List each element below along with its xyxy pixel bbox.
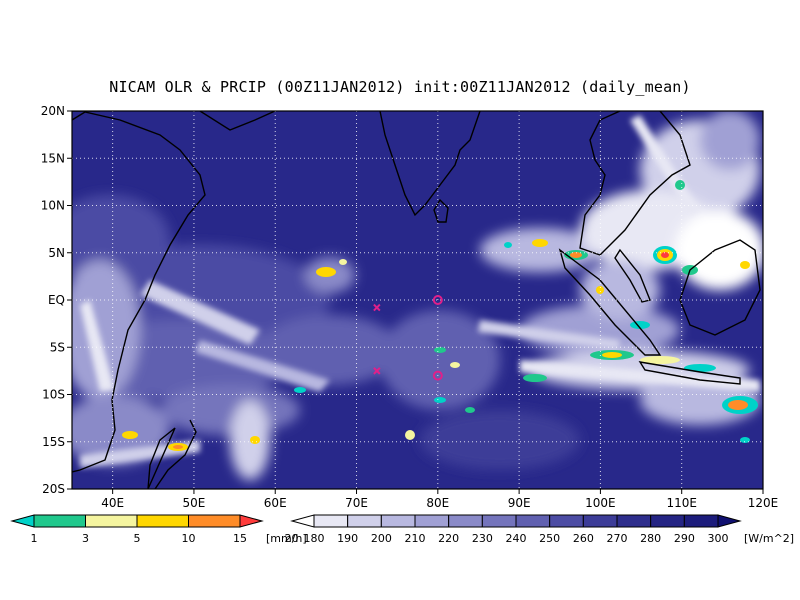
olr-colorbar-label: 280 [640, 532, 661, 545]
grid-lines [72, 111, 763, 489]
coastline-arabia [72, 111, 276, 131]
precip-colorbar-swatch [188, 514, 241, 528]
olr-colorbar-unit: [W/m^2] [744, 532, 794, 545]
coastlines [72, 111, 761, 489]
olr-colorbar-swatch [616, 514, 652, 528]
olr-colorbar-swatch [481, 514, 517, 528]
lat-tick-label: 20S [42, 482, 65, 496]
olr-colorbar-label: 250 [539, 532, 560, 545]
precip-colorbar-swatch [85, 514, 138, 528]
olr-cloud-bands [80, 115, 760, 468]
lon-tick-label: 50E [183, 496, 206, 510]
lon-tick-label: 100E [585, 496, 616, 510]
olr-colorbar-swatch [347, 514, 382, 528]
olr-colorbar-label: 180 [304, 532, 325, 545]
olr-colorbar-label: 260 [573, 532, 594, 545]
longitude-axis: 40E 50E 60E 70E 80E 90E 100E 110E 120E [101, 489, 778, 510]
coastline-srilanka [433, 198, 449, 223]
olr-cloud-field [72, 111, 763, 480]
olr-colorbar-swatch [515, 514, 551, 528]
lat-tick-label: 20N [41, 104, 65, 118]
coastline-indochina [579, 111, 691, 256]
lat-tick-label: 15N [41, 151, 65, 165]
coastline-madagascar [147, 419, 197, 489]
marker-cross [373, 367, 381, 375]
precip-colorbar-swatch [33, 514, 86, 528]
lon-tick-label: 120E [748, 496, 779, 510]
precip-colorbar-label: 5 [134, 532, 141, 545]
olr-colorbar-label: 200 [371, 532, 392, 545]
marker-cross [373, 303, 381, 312]
map-title: NICAM OLR & PRCIP (00Z11JAN2012) init:00… [109, 78, 691, 96]
precip-colorbar-label: 1 [31, 532, 38, 545]
olr-colorbar-swatch [313, 514, 349, 528]
precip-colorbar-swatch [136, 514, 189, 528]
olr-colorbar-swatch [414, 514, 450, 528]
lon-tick-label: 40E [101, 496, 124, 510]
precip-colorbar-label: 3 [82, 532, 89, 545]
olr-colorbar-label: 290 [674, 532, 695, 545]
olr-colorbar-swatch [448, 514, 483, 528]
olr-colorbar-label: 300 [708, 532, 729, 545]
precip-colorbar-unit: [mm/h] [266, 532, 307, 545]
latitude-axis: 20N 15N 10N 5N EQ 5S 10S 15S 20S [41, 104, 72, 496]
storm-markers [373, 295, 443, 381]
lat-tick-label: 5N [48, 246, 65, 260]
coastline-malaya [614, 248, 651, 303]
precip-colorbar-high-triangle [239, 514, 264, 528]
lat-tick-label: 5S [50, 340, 65, 354]
lon-tick-label: 70E [345, 496, 368, 510]
precip-field [122, 180, 758, 451]
olr-colorbar-high-triangle [717, 514, 742, 528]
coastline-java [638, 361, 741, 385]
precip-colorbar-low-triangle [10, 514, 35, 528]
olr-colorbar-swatch [549, 514, 584, 528]
marker-circle [432, 370, 443, 381]
olr-colorbar-swatch [650, 514, 685, 528]
coastline-india [379, 111, 481, 217]
olr-colorbar-swatch [380, 514, 416, 528]
precip-colorbar-label: 15 [233, 532, 247, 545]
olr-colorbar-label: 270 [607, 532, 628, 545]
olr-colorbar-label: 210 [405, 532, 426, 545]
olr-colorbar-label: 240 [506, 532, 527, 545]
lon-tick-label: 90E [508, 496, 531, 510]
lon-tick-label: 80E [426, 496, 449, 510]
olr-colorbar-swatch [582, 514, 618, 528]
lon-tick-label: 110E [666, 496, 697, 510]
lat-tick-label: EQ [48, 293, 65, 307]
coastline-sumatra [558, 248, 662, 356]
precip-colorbar-label: 20 [285, 532, 299, 545]
precip-colorbar: 1 3 5 10 15 20[mm/h] [10, 514, 307, 545]
lon-tick-label: 60E [264, 496, 287, 510]
olr-colorbar-label: 220 [438, 532, 459, 545]
precip-colorbar-label: 10 [182, 532, 196, 545]
marker-circle [432, 295, 443, 305]
lat-tick-label: 10S [42, 388, 65, 402]
olr-colorbar-label: 230 [472, 532, 493, 545]
lat-tick-label: 15S [42, 435, 65, 449]
coastline-africa [72, 111, 206, 473]
olr-colorbar-label: 190 [337, 532, 358, 545]
lat-tick-label: 10N [41, 199, 65, 213]
olr-colorbar-low-triangle [290, 514, 315, 528]
olr-colorbar-swatch [683, 514, 719, 528]
map-field [72, 111, 763, 489]
olr-colorbar: 180 190 200 210 220 230 240 250 260 270 280 290 300 [… [290, 514, 794, 545]
coastline-borneo [679, 239, 761, 336]
